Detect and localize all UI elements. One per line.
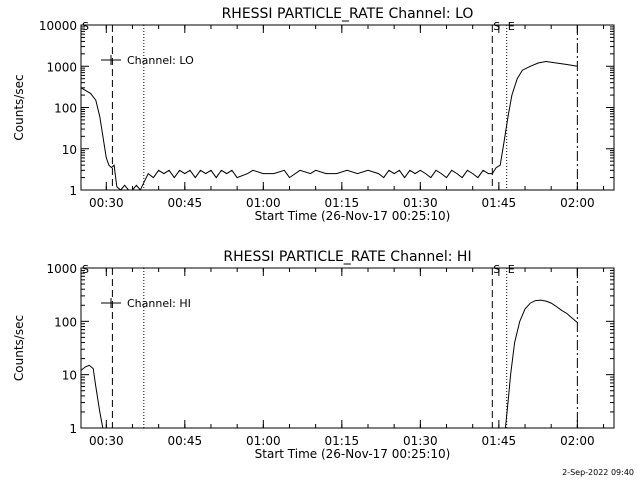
panel1-x-axis-label: Start Time (26-Nov-17 00:25:10) <box>255 209 451 223</box>
panel1-marker-label: S <box>82 20 89 33</box>
panel1-marker-label: S <box>493 20 500 33</box>
panel1-x-tick-label: 01:00 <box>246 196 281 210</box>
panel2-y-axis-label: Counts/sec <box>12 315 26 381</box>
panel2-legend-label: Channel: HI <box>127 297 191 310</box>
panel2-marker-label: E <box>508 263 515 276</box>
panel1-chart-title: RHESSI PARTICLE_RATE Channel: LO <box>222 6 474 22</box>
panel2-x-tick-label: 00:30 <box>89 434 124 448</box>
panel1-x-tick-label: 01:45 <box>482 196 517 210</box>
panel1-y-tick-label: 1000 <box>46 60 77 74</box>
panel2-x-tick-label: 01:15 <box>325 434 360 448</box>
panel2-y-tick-label: 1 <box>69 422 77 436</box>
panel2-marker-label: S <box>82 263 89 276</box>
panel1-x-tick-label: 02:00 <box>560 196 595 210</box>
panel1-x-tick-label: 00:45 <box>168 196 203 210</box>
panel1-x-tick-label: 00:30 <box>89 196 124 210</box>
panel2-y-tick-label: 1000 <box>46 262 77 276</box>
panel1-legend-label: Channel: LO <box>127 54 194 67</box>
panel1-y-tick-label: 100 <box>54 102 77 116</box>
panel2-x-tick-label: 01:30 <box>403 434 438 448</box>
panel1-y-axis-label: Counts/sec <box>12 74 26 140</box>
panel2-y-tick-label: 10 <box>62 369 77 383</box>
panel1-marker-label: E <box>508 20 515 33</box>
panel1-y-tick-label: 10 <box>62 143 77 157</box>
panel2-y-tick-label: 100 <box>54 315 77 329</box>
panel2-x-tick-label: 00:45 <box>168 434 203 448</box>
panel2-x-tick-label: 01:45 <box>482 434 517 448</box>
panel2-data-series-line <box>80 364 104 429</box>
panel2-x-tick-label: 01:00 <box>246 434 281 448</box>
panel1-y-tick-label: 1 <box>69 184 77 198</box>
panel1-plot-frame <box>80 24 615 191</box>
footer-date: 2-Sep-2022 09:40 <box>562 468 634 477</box>
panel2-chart-title: RHESSI PARTICLE_RATE Channel: HI <box>223 249 471 265</box>
panel1-x-tick-label: 01:30 <box>403 196 438 210</box>
panel1-y-tick-label: 10000 <box>39 19 77 33</box>
panel2-plot-frame <box>80 267 615 429</box>
panel1-x-tick-label: 01:15 <box>325 196 360 210</box>
panel2-marker-label: S <box>493 263 500 276</box>
panel2-x-tick-label: 02:00 <box>560 434 595 448</box>
panel2-data-series-line <box>504 299 578 429</box>
panel1-data-series-line <box>80 60 578 191</box>
panel2-x-axis-label: Start Time (26-Nov-17 00:25:10) <box>255 447 451 461</box>
